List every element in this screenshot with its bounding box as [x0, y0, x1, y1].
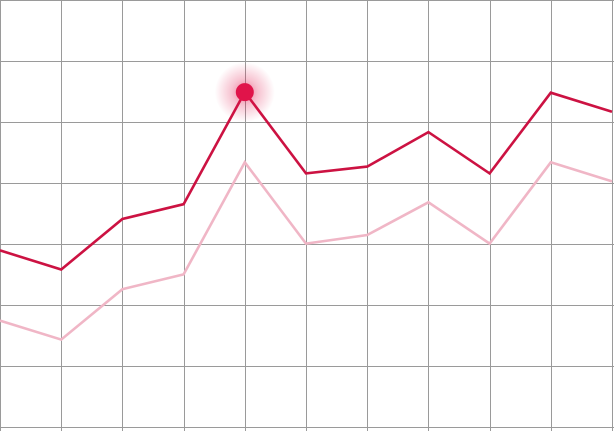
series-line-primary: [0, 89, 613, 271]
series-layer: [0, 89, 613, 342]
highlight-layer: [214, 62, 275, 123]
series-line-secondary: [0, 159, 613, 342]
highlight-point[interactable]: [235, 83, 254, 102]
